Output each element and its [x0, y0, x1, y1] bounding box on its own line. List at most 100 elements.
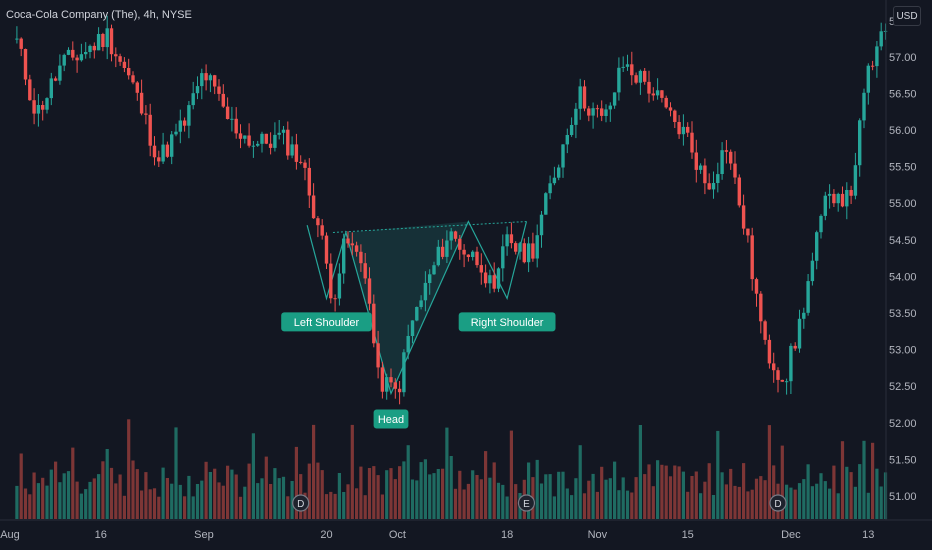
volume-bar	[501, 484, 505, 519]
volume-bar	[634, 477, 638, 519]
volume-bar	[204, 461, 208, 519]
candle	[359, 251, 363, 264]
candle	[109, 28, 114, 55]
candle	[131, 75, 135, 83]
candle	[522, 243, 526, 263]
candle	[716, 174, 720, 183]
price-tick-label: 53.00	[889, 345, 917, 357]
volume-bar	[92, 478, 96, 519]
candle	[213, 75, 217, 87]
candle	[655, 90, 660, 96]
volume-bar	[630, 492, 634, 519]
candle	[62, 54, 66, 66]
volume-bar	[105, 449, 109, 519]
pattern-labels[interactable]: Left Shoulder Head Right Shoulder	[281, 312, 556, 429]
volume-bar	[144, 472, 148, 519]
volume-bar	[647, 464, 651, 519]
candle	[866, 65, 870, 93]
candle	[552, 177, 557, 184]
candle	[535, 235, 539, 259]
candle	[316, 218, 320, 226]
right-shoulder-label[interactable]: Right Shoulder	[458, 312, 556, 332]
candle	[582, 86, 587, 109]
volume-bar	[557, 471, 561, 519]
volume-bar	[613, 461, 617, 519]
volume-bar	[260, 478, 264, 519]
time-tick-label: Nov	[588, 529, 608, 541]
time-axis[interactable]: Aug 16 Sep 20 Oct 18 Nov 15 Dec 13	[0, 529, 874, 541]
candle	[307, 167, 311, 196]
candle	[514, 243, 518, 252]
volume-bar	[140, 490, 144, 519]
price-tick-label: 54.50	[889, 235, 917, 247]
candle	[823, 195, 827, 216]
volume-bar	[79, 493, 83, 519]
volume-bar	[109, 467, 114, 519]
volume-bar	[122, 495, 126, 519]
currency-button[interactable]: USD	[893, 6, 921, 26]
volume-bar	[170, 483, 174, 519]
volume-bar	[673, 465, 677, 519]
candle	[32, 100, 36, 114]
volume-bar	[118, 474, 122, 519]
earnings-marker[interactable]: E	[517, 494, 536, 512]
volume-bar	[561, 471, 565, 519]
volume-bar	[290, 481, 294, 519]
volume-bar	[419, 462, 423, 519]
candle	[724, 150, 729, 152]
volume-bar	[256, 483, 260, 519]
volume-bars	[15, 419, 888, 519]
candle	[591, 108, 595, 116]
candle	[268, 143, 273, 148]
volume-bar	[183, 496, 187, 519]
volume-bar	[402, 461, 406, 519]
label-background	[281, 312, 372, 332]
volume-bar	[535, 459, 539, 519]
candle	[802, 312, 806, 319]
left-shoulder-label[interactable]: Left Shoulder	[281, 312, 372, 332]
dividend-marker[interactable]: D	[292, 494, 310, 512]
candle	[526, 243, 531, 263]
dividend-marker[interactable]: D	[769, 494, 787, 512]
volume-bar	[686, 491, 690, 519]
time-tick-label: Sep	[194, 529, 214, 541]
volume-bar	[565, 488, 569, 519]
time-tick-label: Dec	[781, 529, 801, 541]
candle	[772, 363, 776, 371]
volume-bar	[286, 496, 290, 519]
price-tick-label: 51.50	[889, 454, 917, 466]
candle	[544, 193, 548, 215]
candle	[337, 273, 342, 299]
price-axis[interactable]: 51.00 51.50 52.00 52.50 53.00 53.50 54.00 54.50…	[889, 16, 917, 503]
candle	[342, 238, 346, 274]
candle	[466, 254, 471, 257]
head-label[interactable]: Head	[373, 409, 409, 429]
volume-bar	[793, 489, 797, 519]
candle	[759, 293, 763, 322]
candle	[870, 65, 875, 67]
volume-bar	[432, 473, 436, 519]
volume-bar	[23, 488, 28, 519]
candle	[256, 143, 260, 146]
price-tick-label: 51.00	[889, 491, 917, 503]
candle	[363, 263, 367, 279]
candle	[148, 114, 152, 146]
volume-bar	[415, 480, 419, 519]
candle	[879, 31, 883, 47]
volume-bar	[178, 484, 182, 519]
volume-bar	[84, 489, 88, 519]
volume-bar	[346, 484, 350, 519]
volume-bar	[754, 478, 759, 519]
candle	[776, 370, 780, 380]
volume-bar	[316, 462, 320, 519]
volume-bar	[742, 463, 746, 519]
volume-bar	[410, 479, 415, 519]
volume-bar	[819, 473, 823, 519]
volume-bar	[307, 463, 311, 519]
volume-bar	[703, 481, 707, 519]
volume-bar	[664, 465, 668, 519]
candle	[445, 240, 449, 257]
candle	[367, 278, 372, 304]
